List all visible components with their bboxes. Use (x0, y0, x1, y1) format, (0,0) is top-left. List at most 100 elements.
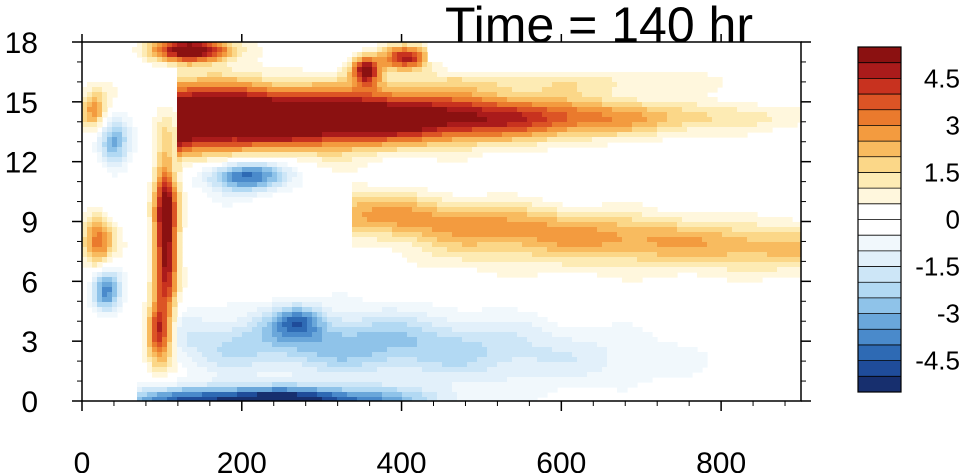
contour-cell (772, 257, 778, 263)
contour-cell (417, 247, 423, 253)
contour-cell (402, 67, 408, 73)
contour-cell (417, 117, 423, 123)
contour-cell (252, 187, 258, 193)
contour-cell (167, 182, 173, 188)
contour-cell (427, 332, 433, 338)
contour-cell (262, 302, 268, 308)
contour-cell (607, 127, 613, 133)
contour-cell (412, 57, 418, 63)
contour-cell (612, 132, 618, 138)
contour-cell (432, 132, 438, 138)
contour-cell (412, 42, 418, 48)
contour-cell (547, 332, 553, 338)
contour-cell (667, 237, 673, 243)
contour-cell (517, 327, 523, 333)
contour-cell (632, 72, 638, 78)
contour-cell (422, 217, 428, 223)
contour-cell (437, 107, 443, 113)
contour-cell (452, 112, 458, 118)
contour-cell (537, 232, 543, 238)
contour-cell (742, 272, 748, 278)
contour-cell (542, 137, 548, 143)
contour-cell (552, 222, 558, 228)
contour-cell (532, 227, 538, 233)
contour-cell (522, 132, 528, 138)
contour-cell (282, 187, 288, 193)
contour-cell (162, 272, 168, 278)
contour-cell (617, 337, 623, 343)
contour-cell (207, 317, 213, 323)
contour-cell (572, 237, 578, 243)
contour-cell (587, 212, 593, 218)
contour-cell (657, 122, 663, 128)
contour-cell (502, 262, 508, 268)
contour-cell (387, 337, 393, 343)
contour-cell (412, 152, 418, 158)
contour-cell (147, 272, 153, 278)
contour-cell (257, 82, 263, 88)
contour-cell (782, 222, 788, 228)
contour-cell (392, 307, 398, 313)
contour-cell (97, 212, 103, 218)
contour-cell (362, 132, 368, 138)
contour-cell (642, 337, 648, 343)
contour-cell (517, 312, 523, 318)
contour-cell (462, 157, 468, 163)
contour-cell (752, 217, 758, 223)
contour-cell (362, 102, 368, 108)
contour-cell (217, 97, 223, 103)
contour-cell (577, 137, 583, 143)
contour-cell (82, 232, 88, 238)
contour-cell (442, 87, 448, 93)
contour-cell (522, 217, 528, 223)
contour-cell (552, 217, 558, 223)
contour-cell (642, 332, 648, 338)
contour-cell (107, 257, 113, 263)
contour-cell (257, 67, 263, 73)
contour-cell (427, 262, 433, 268)
contour-cell (737, 132, 743, 138)
contour-cell (162, 277, 168, 283)
contour-cell (102, 242, 108, 248)
contour-cell (712, 82, 718, 88)
contour-cell (572, 252, 578, 258)
contour-cell (757, 107, 763, 113)
contour-cell (217, 67, 223, 73)
contour-cell (447, 242, 453, 248)
contour-cell (467, 327, 473, 333)
contour-cell (147, 352, 153, 358)
contour-cell (367, 132, 373, 138)
contour-cell (647, 102, 653, 108)
contour-cell (437, 307, 443, 313)
contour-cell (202, 187, 208, 193)
contour-cell (582, 347, 588, 353)
contour-cell (367, 207, 373, 213)
contour-cell (162, 47, 168, 53)
contour-cell (632, 122, 638, 128)
contour-cell (432, 197, 438, 203)
contour-cell (612, 87, 618, 93)
contour-cell (182, 347, 188, 353)
contour-cell (677, 242, 683, 248)
contour-cell (507, 132, 513, 138)
contour-cell (552, 262, 558, 268)
contour-cell (572, 132, 578, 138)
contour-cell (567, 122, 573, 128)
contour-cell (452, 337, 458, 343)
contour-cell (97, 102, 103, 108)
contour-cell (732, 217, 738, 223)
contour-cell (232, 52, 238, 58)
contour-cell (647, 87, 653, 93)
contour-cell (617, 207, 623, 213)
contour-cell (467, 212, 473, 218)
contour-cell (587, 237, 593, 243)
contour-cell (487, 337, 493, 343)
contour-cell (147, 322, 153, 328)
contour-cell (82, 252, 88, 258)
contour-cell (697, 272, 703, 278)
contour-cell (662, 272, 668, 278)
contour-cell (477, 117, 483, 123)
contour-cell (627, 92, 633, 98)
contour-cell (207, 47, 213, 53)
contour-cell (147, 292, 153, 298)
